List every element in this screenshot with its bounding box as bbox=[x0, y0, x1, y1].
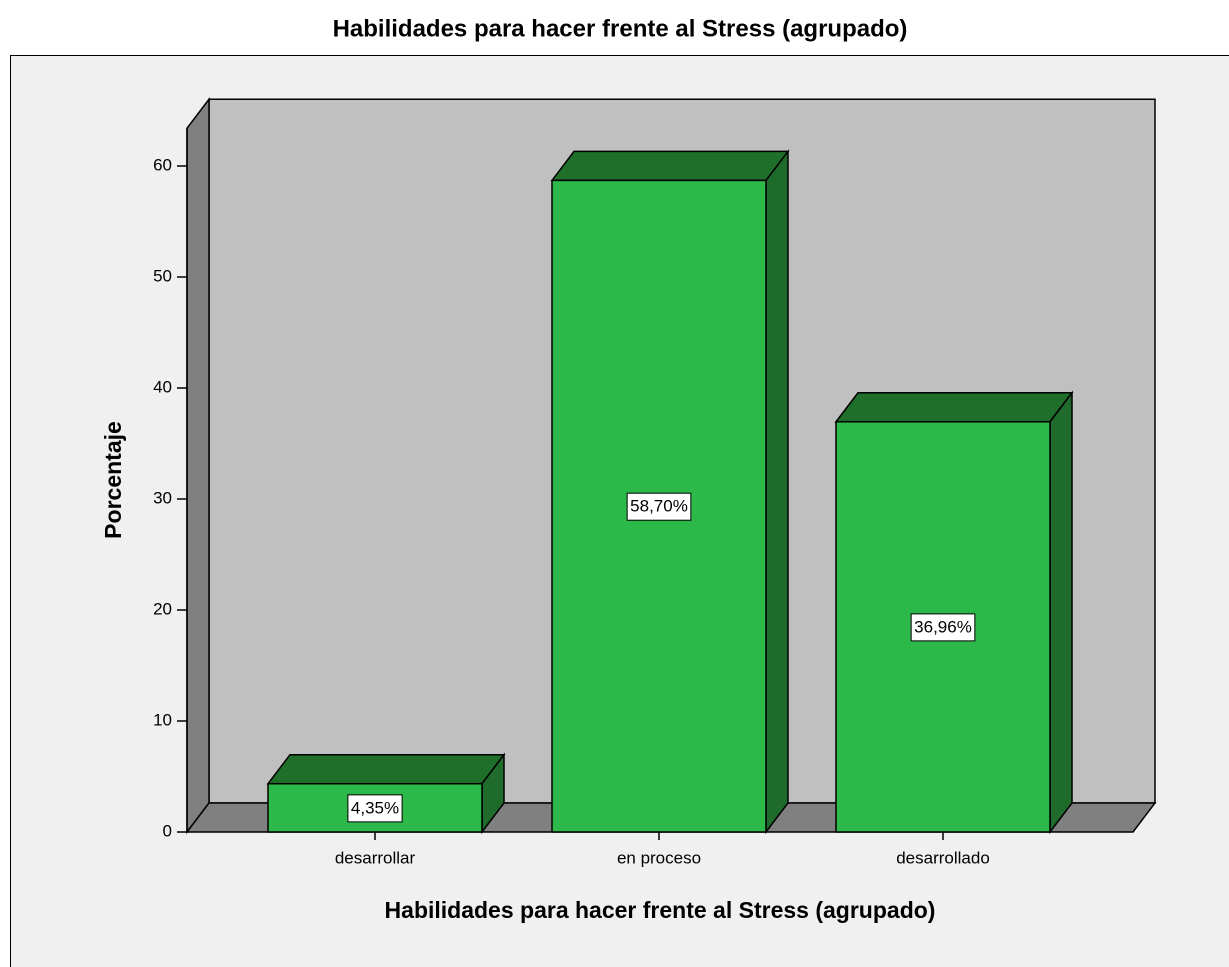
y-tick-label: 10 bbox=[153, 710, 172, 729]
data-label: 58,70% bbox=[630, 497, 688, 516]
x-tick-label: desarrollado bbox=[896, 848, 990, 867]
data-label: 4,35% bbox=[351, 798, 399, 817]
data-label-box bbox=[347, 794, 403, 823]
data-label: 36,96% bbox=[914, 617, 972, 636]
bar-side bbox=[765, 149, 789, 835]
y-tick-label: 50 bbox=[153, 266, 172, 285]
side-wall bbox=[186, 97, 210, 835]
chart-title: Habilidades para hacer frente al Stress … bbox=[333, 15, 908, 42]
x-tick-label: en proceso bbox=[617, 848, 701, 867]
y-tick-label: 20 bbox=[153, 599, 172, 618]
bar-top bbox=[834, 391, 1074, 423]
y-tick-label: 60 bbox=[153, 155, 172, 174]
x-tick-label: desarrollar bbox=[335, 848, 416, 867]
bar-side bbox=[1049, 390, 1073, 835]
data-label-box bbox=[626, 492, 692, 521]
bar-top bbox=[266, 753, 506, 785]
x-axis-label: Habilidades para hacer frente al Stress … bbox=[385, 897, 936, 923]
y-tick-label: 40 bbox=[153, 377, 172, 396]
y-axis-label: Porcentaje bbox=[100, 421, 126, 539]
bar-top bbox=[550, 150, 790, 182]
data-label-box bbox=[910, 613, 976, 642]
y-tick-label: 0 bbox=[163, 821, 172, 840]
y-tick-label: 30 bbox=[153, 488, 172, 507]
